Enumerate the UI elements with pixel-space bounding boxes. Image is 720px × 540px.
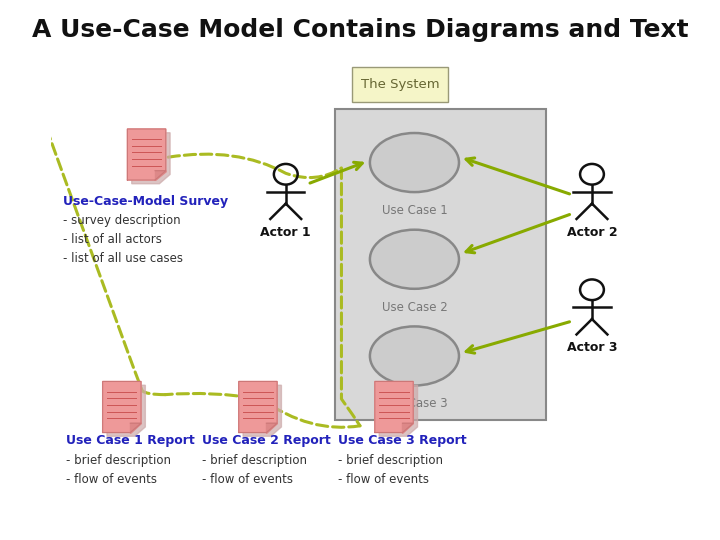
- Text: - survey description
- list of all actors
- list of all use cases: - survey description - list of all actor…: [63, 214, 183, 265]
- Text: - brief description
- flow of events: - brief description - flow of events: [338, 454, 444, 486]
- Polygon shape: [127, 129, 166, 180]
- Polygon shape: [375, 381, 413, 433]
- Polygon shape: [103, 381, 141, 433]
- Polygon shape: [243, 385, 282, 436]
- Text: Use-Case-Model Survey: Use-Case-Model Survey: [63, 195, 228, 208]
- Ellipse shape: [370, 133, 459, 192]
- Text: Use Case 1: Use Case 1: [382, 204, 447, 217]
- Polygon shape: [239, 381, 277, 433]
- Text: Actor 2: Actor 2: [567, 226, 617, 239]
- Text: Use Case 2 Report: Use Case 2 Report: [202, 434, 331, 447]
- Text: A Use-Case Model Contains Diagrams and Text: A Use-Case Model Contains Diagrams and T…: [32, 17, 688, 42]
- Bar: [336, 109, 546, 421]
- Text: Actor 3: Actor 3: [567, 341, 617, 354]
- Text: Use Case 1 Report: Use Case 1 Report: [66, 434, 195, 447]
- Polygon shape: [107, 385, 145, 436]
- Text: - brief description
- flow of events: - brief description - flow of events: [66, 454, 171, 486]
- Polygon shape: [132, 133, 170, 184]
- Text: The System: The System: [361, 78, 439, 91]
- FancyBboxPatch shape: [352, 67, 448, 102]
- Polygon shape: [266, 423, 277, 433]
- Text: Use Case 3 Report: Use Case 3 Report: [338, 434, 467, 447]
- Ellipse shape: [370, 230, 459, 289]
- Ellipse shape: [370, 326, 459, 386]
- Text: Use Case 3: Use Case 3: [382, 397, 447, 410]
- Text: Use Case 2: Use Case 2: [382, 301, 447, 314]
- Text: Actor 1: Actor 1: [261, 226, 311, 239]
- Polygon shape: [379, 385, 418, 436]
- Polygon shape: [130, 423, 141, 433]
- Polygon shape: [155, 171, 166, 180]
- Polygon shape: [402, 423, 413, 433]
- Text: - brief description
- flow of events: - brief description - flow of events: [202, 454, 307, 486]
